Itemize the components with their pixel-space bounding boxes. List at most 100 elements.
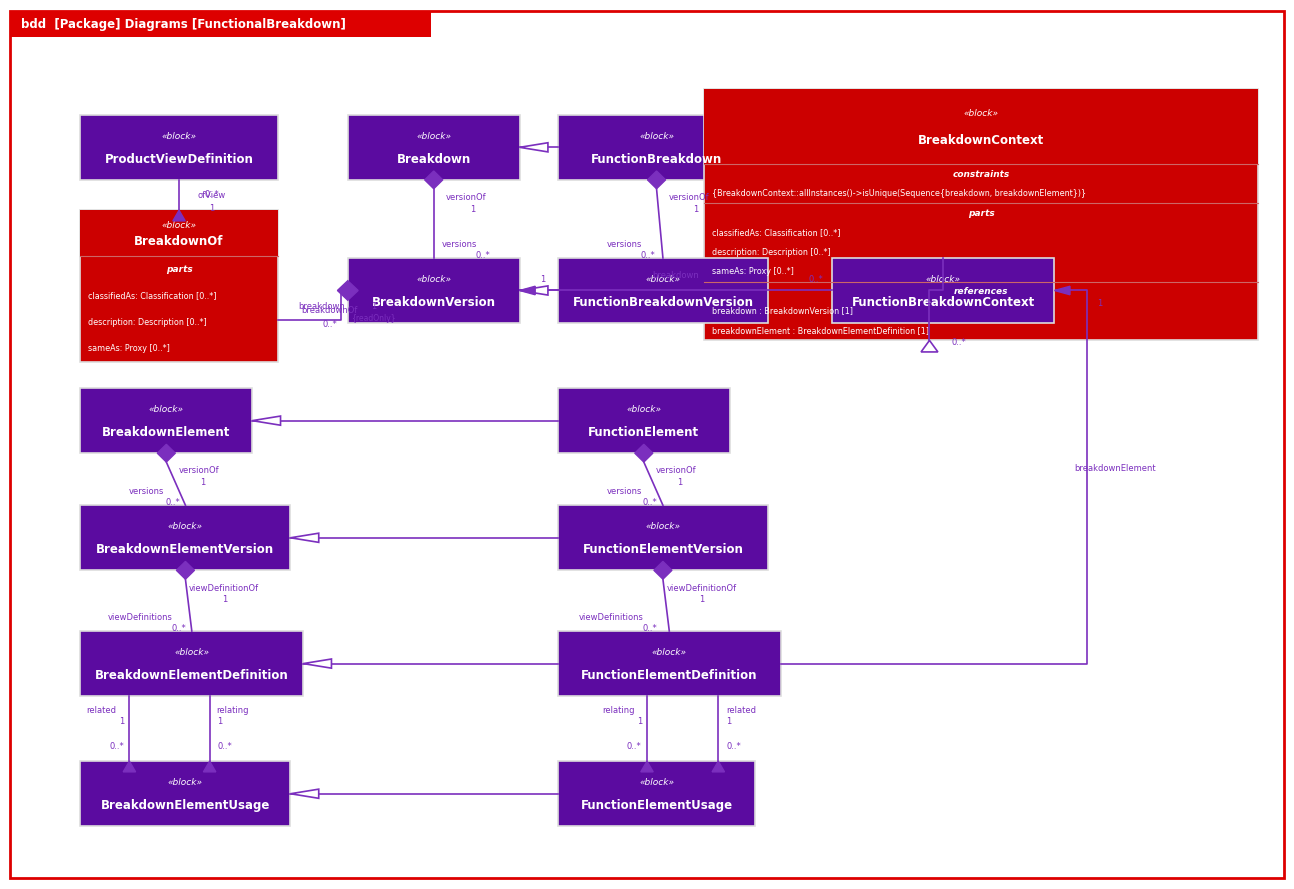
Text: «block»: «block» [162, 220, 197, 229]
Text: viewDefinitionOf: viewDefinitionOf [189, 583, 259, 593]
Text: 0..*: 0..* [475, 251, 490, 260]
Text: {BreakdownContext::allInstances()->isUnique(Sequence{breakdown, breakdownElement: {BreakdownContext::allInstances()->isUni… [712, 189, 1086, 198]
Text: versionOf: versionOf [445, 193, 487, 202]
Text: description: Description [0..*]: description: Description [0..*] [712, 248, 831, 257]
Text: 1: 1 [470, 204, 475, 213]
Text: breakdown : BreakdownVersion [1]: breakdown : BreakdownVersion [1] [712, 307, 853, 316]
Text: «block»: «block» [646, 275, 681, 284]
Text: sameAs: Proxy [0..*]: sameAs: Proxy [0..*] [88, 344, 170, 353]
Text: FunctionElementUsage: FunctionElementUsage [581, 799, 732, 812]
Polygon shape [303, 659, 331, 669]
Polygon shape [635, 444, 653, 462]
Text: versions: versions [443, 240, 477, 249]
Text: 1: 1 [208, 204, 214, 212]
Text: classifiedAs: Classification [0..*]: classifiedAs: Classification [0..*] [88, 291, 216, 300]
Text: 0..*: 0..* [641, 251, 655, 260]
FancyBboxPatch shape [558, 388, 730, 453]
FancyBboxPatch shape [80, 210, 278, 362]
Text: breakdownElement : BreakdownElementDefinition [1]: breakdownElement : BreakdownElementDefin… [712, 326, 929, 335]
Text: 0..*: 0..* [951, 338, 965, 347]
Text: related: related [727, 706, 757, 715]
Text: 1: 1 [699, 595, 704, 605]
Text: FunctionElementVersion: FunctionElementVersion [582, 543, 743, 556]
FancyBboxPatch shape [10, 11, 1284, 878]
Polygon shape [921, 340, 938, 352]
FancyBboxPatch shape [704, 89, 1258, 340]
Text: BreakdownElementDefinition: BreakdownElementDefinition [94, 669, 289, 682]
Text: versions: versions [129, 487, 164, 496]
Text: classifiedAs: Classification [0..*]: classifiedAs: Classification [0..*] [712, 228, 841, 237]
Text: «block»: «block» [168, 522, 203, 532]
Text: BreakdownContext: BreakdownContext [919, 133, 1044, 147]
Text: 0..*: 0..* [726, 742, 741, 751]
Text: breakdown: breakdown [299, 302, 345, 311]
Text: «block»: «block» [417, 275, 452, 284]
Text: 0..*: 0..* [643, 498, 657, 507]
FancyBboxPatch shape [558, 115, 756, 180]
Text: relating: relating [602, 706, 635, 715]
Polygon shape [1055, 286, 1070, 295]
Text: «block»: «block» [646, 522, 681, 532]
Text: «block»: «block» [168, 778, 203, 787]
Text: versionOf: versionOf [656, 467, 696, 476]
FancyBboxPatch shape [558, 258, 767, 323]
Text: FunctionElementDefinition: FunctionElementDefinition [581, 669, 757, 682]
Text: BreakdownElementUsage: BreakdownElementUsage [101, 799, 270, 812]
FancyBboxPatch shape [348, 115, 520, 180]
Text: constraints: constraints [952, 170, 1009, 179]
Polygon shape [338, 281, 358, 300]
FancyBboxPatch shape [558, 631, 780, 696]
Text: BreakdownOf: BreakdownOf [135, 235, 224, 248]
Text: 0..*: 0..* [172, 624, 186, 633]
FancyBboxPatch shape [10, 11, 431, 37]
Text: relating: relating [216, 706, 250, 715]
Text: FunctionElement: FunctionElement [589, 426, 699, 439]
Text: FunctionBreakdownContext: FunctionBreakdownContext [851, 296, 1035, 308]
Polygon shape [520, 286, 547, 295]
FancyBboxPatch shape [704, 89, 1258, 164]
Polygon shape [712, 761, 725, 772]
FancyBboxPatch shape [80, 388, 252, 453]
Text: FunctionBreakdown: FunctionBreakdown [591, 153, 722, 165]
Text: BreakdownVersion: BreakdownVersion [371, 296, 496, 308]
Text: 0..*: 0..* [643, 624, 657, 633]
Text: 1: 1 [119, 717, 124, 725]
Text: 0..*: 0..* [322, 319, 336, 329]
Polygon shape [647, 171, 665, 188]
Text: Breakdown: Breakdown [396, 153, 471, 165]
Text: sameAs: Proxy [0..*]: sameAs: Proxy [0..*] [712, 268, 795, 276]
Polygon shape [290, 533, 318, 542]
Text: 0..*: 0..* [217, 742, 233, 751]
Text: 1: 1 [726, 717, 731, 725]
Text: viewDefinitions: viewDefinitions [578, 613, 643, 622]
Polygon shape [203, 761, 216, 772]
Text: {readOnly}: {readOnly} [352, 315, 396, 324]
Text: description: Description [0..*]: description: Description [0..*] [88, 317, 207, 327]
Text: related: related [85, 706, 116, 715]
Text: 0..*: 0..* [809, 276, 823, 284]
Text: 1: 1 [371, 302, 377, 311]
FancyBboxPatch shape [80, 761, 290, 826]
Text: breakdownElement: breakdownElement [1074, 464, 1156, 473]
FancyBboxPatch shape [80, 210, 278, 256]
Text: 0..*: 0..* [166, 498, 180, 507]
Text: «block»: «block» [162, 132, 197, 140]
Text: parts: parts [166, 265, 193, 274]
FancyBboxPatch shape [558, 505, 767, 571]
FancyBboxPatch shape [558, 761, 756, 826]
Text: «block»: «block» [626, 405, 661, 414]
Text: ProductViewDefinition: ProductViewDefinition [105, 153, 254, 165]
Text: «block»: «block» [149, 405, 184, 414]
Text: references: references [954, 287, 1008, 296]
Text: bdd  [Package] Diagrams [FunctionalBreakdown]: bdd [Package] Diagrams [FunctionalBreakd… [21, 18, 345, 30]
Text: 0..*: 0..* [204, 189, 219, 199]
Text: 1: 1 [221, 595, 226, 605]
Polygon shape [158, 444, 176, 462]
Text: parts: parts [968, 209, 995, 218]
Text: 0..*: 0..* [626, 742, 642, 751]
Text: 1: 1 [678, 478, 683, 487]
FancyBboxPatch shape [832, 258, 1055, 323]
Text: breakdownOf: breakdownOf [302, 306, 357, 316]
Polygon shape [520, 143, 547, 152]
Polygon shape [290, 789, 318, 798]
